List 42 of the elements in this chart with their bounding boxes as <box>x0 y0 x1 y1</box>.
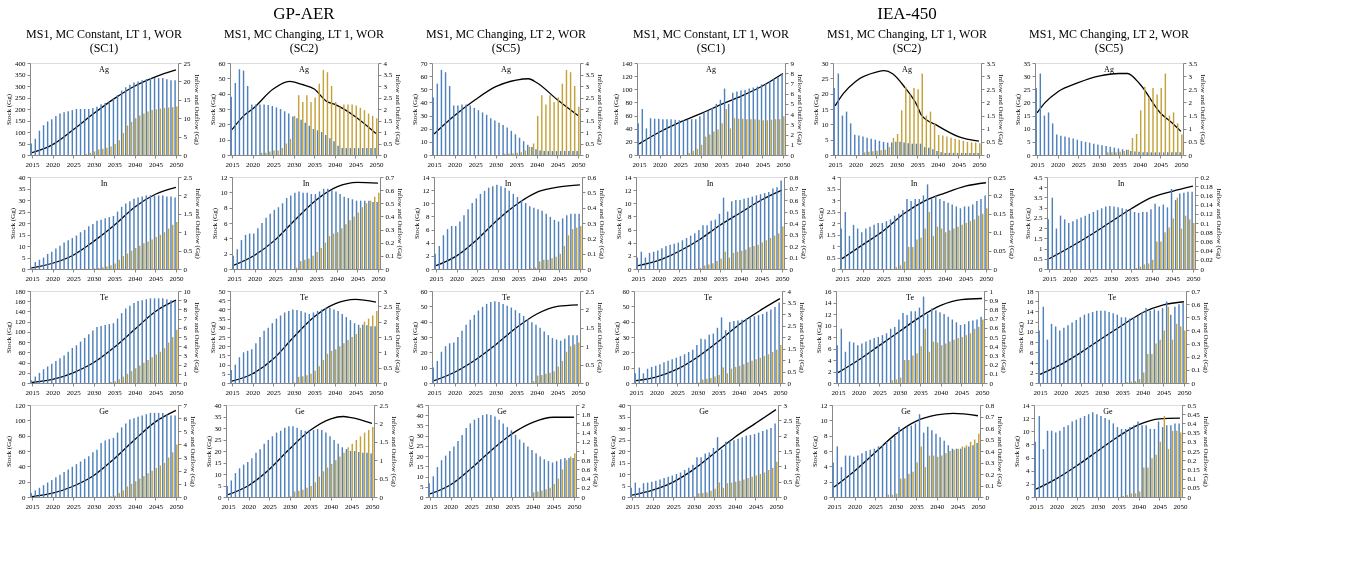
chart-subtitle: MS1, MC Changing, LT 2, WOR (SC5) <box>426 27 586 55</box>
line-series <box>233 181 379 266</box>
chart-title: Ag <box>902 65 912 74</box>
chart-title: Ge <box>295 407 306 416</box>
chart-title: Ge <box>699 407 710 416</box>
chart-subtitle: MS1, MC Changing, LT 1, WOR (SC2) <box>827 27 987 55</box>
chart-title: Te <box>100 293 109 302</box>
chart-subtitle: MS1, MC Changing, LT 2, WOR (SC5) <box>1029 27 1189 55</box>
chart-subtitle: MS1, MC Changing, LT 1, WOR (SC2) <box>224 27 384 55</box>
chart-title: In <box>706 179 714 188</box>
line-series <box>638 72 784 145</box>
chart-title: Ag <box>501 65 511 74</box>
line-series <box>231 80 377 135</box>
chart-title: Te <box>300 293 309 302</box>
chart-title: Te <box>906 293 915 302</box>
chart-title: Ag <box>1104 65 1114 74</box>
line-series <box>1036 72 1182 132</box>
chart-title: Te <box>502 293 511 302</box>
chart-title: In <box>1117 179 1125 188</box>
chart-title: Ge <box>901 407 912 416</box>
chart-title: Te <box>704 293 713 302</box>
chart-title: Ag <box>706 65 716 74</box>
line-series <box>1048 185 1194 260</box>
text: IEA-450 <box>877 4 937 23</box>
line-series <box>1039 301 1185 375</box>
chart-subtitle: MS1, MC Constant, LT 1, WOR (SC1) <box>26 27 182 55</box>
chart-title: Ge <box>99 407 110 416</box>
chart-title: Ag <box>99 65 109 74</box>
chart-title: In <box>910 179 918 188</box>
text: GP-AER <box>273 4 336 23</box>
chart-title: In <box>100 179 108 188</box>
chart-title: Ge <box>1103 407 1114 416</box>
line-series <box>833 412 979 488</box>
chart-title: Ge <box>497 407 508 416</box>
chart-title: In <box>504 179 512 188</box>
chart-title: In <box>302 179 310 188</box>
chart-title: Ag <box>299 65 309 74</box>
chart-title: Te <box>1108 293 1117 302</box>
line-series <box>841 182 987 260</box>
chart-subtitle: MS1, MC Constant, LT 1, WOR (SC1) <box>633 27 789 55</box>
line-series <box>1035 417 1181 490</box>
line-series <box>433 78 579 135</box>
